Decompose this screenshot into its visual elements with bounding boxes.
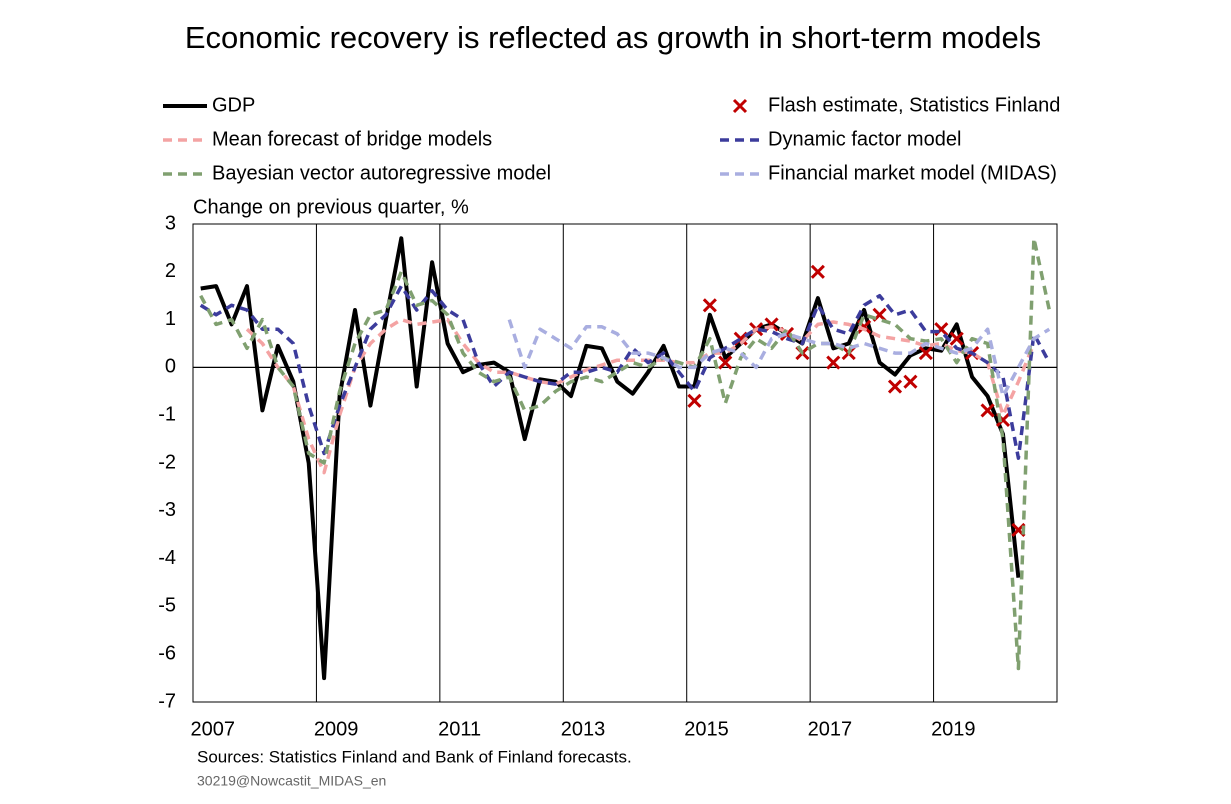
x-tick-label: 2015 bbox=[684, 718, 729, 740]
y-tick-label: -5 bbox=[158, 595, 176, 617]
y-tick-label: 3 bbox=[165, 212, 176, 234]
legend-label: Bayesian vector autoregressive model bbox=[212, 162, 551, 184]
flash-marker bbox=[949, 331, 964, 346]
flash-marker bbox=[980, 403, 995, 418]
chart-title: Economic recovery is reflected as growth… bbox=[185, 20, 1041, 55]
legend-label: GDP bbox=[212, 94, 255, 116]
x-tick-label: 2009 bbox=[314, 718, 359, 740]
series-line bbox=[199, 284, 1051, 460]
legend-label: Mean forecast of bridge models bbox=[212, 128, 492, 150]
chart-code: 30219@Nowcastit_MIDAS_en bbox=[197, 773, 386, 789]
flash-marker bbox=[702, 298, 717, 313]
x-tick-label: 2011 bbox=[438, 718, 481, 740]
y-tick-label: -1 bbox=[158, 403, 176, 425]
y-tick-label: -4 bbox=[158, 547, 176, 569]
flash-marker bbox=[826, 355, 841, 370]
legend-label: Financial market model (MIDAS) bbox=[768, 162, 1057, 184]
flash-marker bbox=[887, 379, 903, 394]
legend-label: Dynamic factor model bbox=[768, 128, 961, 150]
series-line bbox=[200, 236, 1021, 681]
y-axis-label: Change on previous quarter, % bbox=[193, 196, 469, 218]
y-tick-label: -7 bbox=[158, 690, 176, 712]
flash-marker bbox=[934, 322, 949, 337]
x-tick-label: 2017 bbox=[808, 718, 853, 740]
x-tick-label: 2019 bbox=[931, 718, 976, 740]
x-tick-label: 2013 bbox=[561, 718, 606, 740]
y-tick-label: -3 bbox=[158, 499, 176, 521]
y-tick-label: -6 bbox=[158, 642, 176, 664]
flash-marker bbox=[903, 374, 918, 389]
y-tick-label: 0 bbox=[165, 356, 176, 378]
y-tick-label: 1 bbox=[165, 308, 176, 330]
legend-marker bbox=[732, 98, 748, 114]
flash-marker bbox=[718, 355, 733, 370]
series-line bbox=[245, 317, 1036, 475]
y-tick-label: -2 bbox=[158, 451, 176, 473]
legend-label: Flash estimate, Statistics Finland bbox=[768, 94, 1060, 116]
flash-marker bbox=[687, 393, 702, 408]
series-line bbox=[507, 319, 1051, 398]
series-line bbox=[199, 236, 1052, 671]
source: Sources: Statistics Finland and Bank of … bbox=[197, 747, 632, 766]
x-tick-label: 2007 bbox=[190, 718, 235, 740]
flash-marker bbox=[918, 345, 933, 361]
flash-marker bbox=[810, 264, 825, 279]
y-tick-label: 2 bbox=[165, 260, 176, 282]
